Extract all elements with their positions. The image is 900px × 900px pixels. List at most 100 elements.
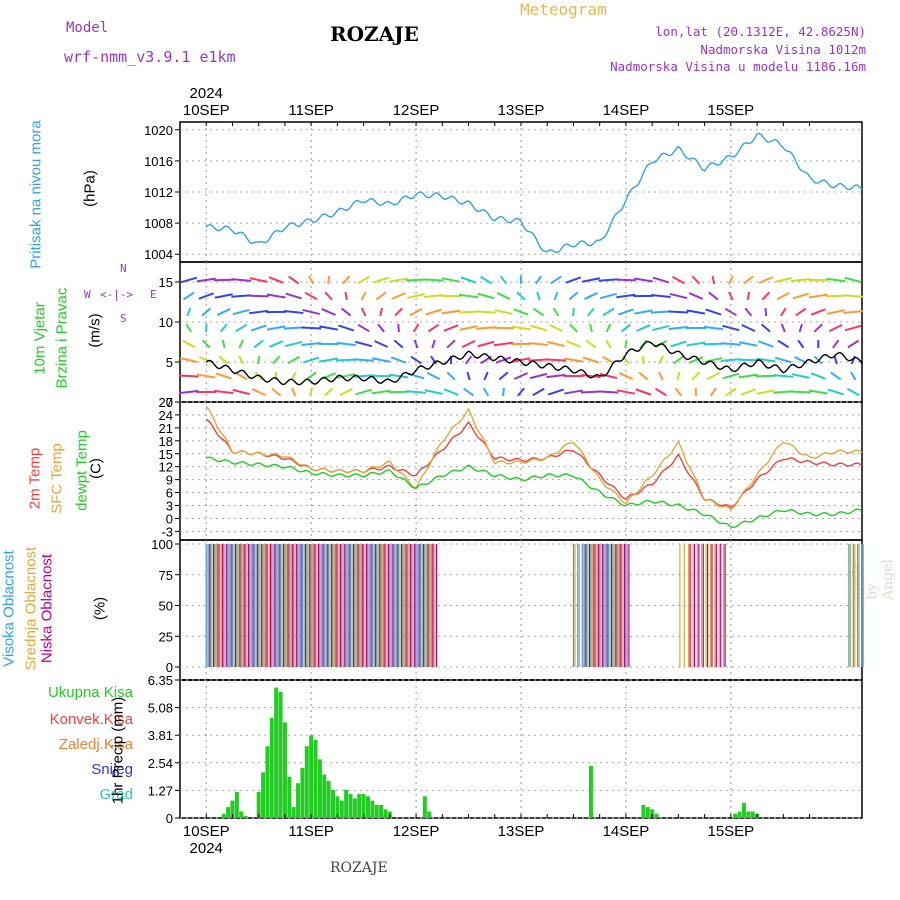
wind-barb — [494, 309, 513, 315]
wind-barb — [431, 339, 436, 349]
wind-barb — [725, 387, 737, 397]
wind-tick-label: 10 — [159, 315, 173, 330]
wind-barb — [182, 339, 196, 349]
wind-barb — [740, 388, 757, 396]
lonlat-info: lon,lat (20.1312E, 42.8625N) — [655, 24, 866, 39]
wind-barb — [657, 355, 665, 365]
wind-barb — [513, 308, 529, 316]
wind-barb — [249, 309, 269, 315]
bottom-year-label: 2024 — [190, 840, 223, 857]
precip-bar — [278, 691, 283, 818]
wind-barb — [843, 294, 864, 298]
precip-bar — [645, 807, 650, 818]
wind-barb — [355, 388, 373, 396]
precip-bar — [379, 804, 384, 818]
wind-barb — [389, 277, 408, 283]
precip-bar — [291, 807, 296, 818]
wind-barb — [182, 291, 195, 301]
wind-barb — [830, 371, 842, 381]
wind-barb — [669, 292, 688, 300]
wind-barb — [617, 308, 634, 316]
wind-barb — [691, 371, 701, 381]
wind-barb — [688, 356, 704, 364]
wind-barb — [672, 355, 684, 365]
wind-barb — [654, 387, 667, 397]
precip-bar — [313, 739, 318, 818]
pressure-tick-label: 1004 — [144, 247, 173, 262]
wind-barb — [568, 291, 579, 301]
wind-barb — [305, 371, 317, 381]
wind-barb — [744, 307, 753, 317]
cloud-tick-label: 50 — [159, 599, 173, 614]
cloud-tick-label: 75 — [159, 568, 173, 583]
wind-barb — [257, 355, 261, 365]
wind-barb — [235, 323, 248, 333]
temp-tick-label: 15 — [159, 447, 173, 462]
precip-tick-label: 6.35 — [148, 673, 173, 688]
pressure-line — [205, 132, 863, 254]
wind-barb — [496, 292, 511, 300]
wind-barb — [198, 356, 214, 364]
precip-bar — [741, 802, 746, 818]
wind-barb — [319, 325, 338, 331]
wind-barb — [535, 275, 542, 285]
wind-barb — [602, 307, 615, 317]
wind-barb — [511, 357, 531, 363]
wind-barb — [536, 291, 541, 301]
wind-barb — [635, 388, 652, 396]
wind-barb — [287, 355, 301, 365]
precip-bar — [737, 811, 742, 818]
wind-barb — [658, 371, 664, 381]
precip-bar — [361, 794, 366, 818]
wind-speed-line — [205, 340, 863, 386]
pressure-panel: 1004 1008 1012 1016 1020 — [144, 121, 863, 263]
wind-barb — [476, 310, 496, 314]
wind-barb — [598, 278, 619, 282]
wind-barb — [482, 387, 490, 397]
precip-bar — [370, 800, 375, 818]
wind-barb — [272, 355, 281, 365]
wind-barb — [599, 372, 618, 380]
station-title: ROZAJE — [330, 22, 419, 46]
precip-panel: 0 1.27 2.54 3.81 5.08 6.35 — [148, 673, 863, 826]
wind-barb — [756, 389, 775, 395]
wind-barb — [324, 387, 334, 397]
wind-barb — [760, 323, 771, 333]
wind-barb — [517, 387, 525, 397]
wind-barb — [373, 276, 390, 284]
wind-barb — [569, 323, 578, 333]
wind-barb — [825, 294, 846, 298]
wind-barb — [250, 324, 267, 332]
wind-panel: 0 5 10 15 — [159, 261, 864, 410]
wind-barb — [204, 323, 208, 333]
wind-barb — [721, 358, 741, 362]
wind-barb — [321, 308, 336, 316]
wind-barb — [406, 390, 426, 394]
wind-barb — [813, 323, 823, 333]
wind-barb — [495, 356, 512, 364]
precip-bar — [750, 811, 755, 818]
top-day-label: 11SEP — [288, 102, 334, 119]
bottom-day-label: 15SEP — [707, 823, 754, 840]
wind-barb — [357, 275, 370, 285]
wind-barb — [546, 373, 566, 379]
wind-tick-label: 0 — [166, 395, 173, 410]
wind-barb — [598, 390, 619, 394]
top-day-label: 10SEP — [183, 102, 230, 119]
wind-barb — [652, 276, 670, 284]
wind-barb — [703, 342, 724, 346]
legend-freezing-rain: Zaledj.Kisa — [58, 736, 133, 753]
model-altitude-info: Nadmorska Visina u modelu 1186.16m — [610, 59, 866, 74]
wind-barb — [427, 323, 440, 333]
wind-barb — [413, 339, 419, 349]
wind-barb — [185, 323, 193, 333]
precip-bar — [348, 794, 353, 818]
wind-barb — [827, 388, 844, 396]
wind-barb — [564, 357, 583, 363]
temp-tick-label: 12 — [159, 460, 173, 475]
compass-west: W — [84, 288, 91, 301]
wind-barb — [705, 308, 722, 316]
wind-barb — [218, 355, 230, 365]
wind-barb — [599, 292, 618, 300]
